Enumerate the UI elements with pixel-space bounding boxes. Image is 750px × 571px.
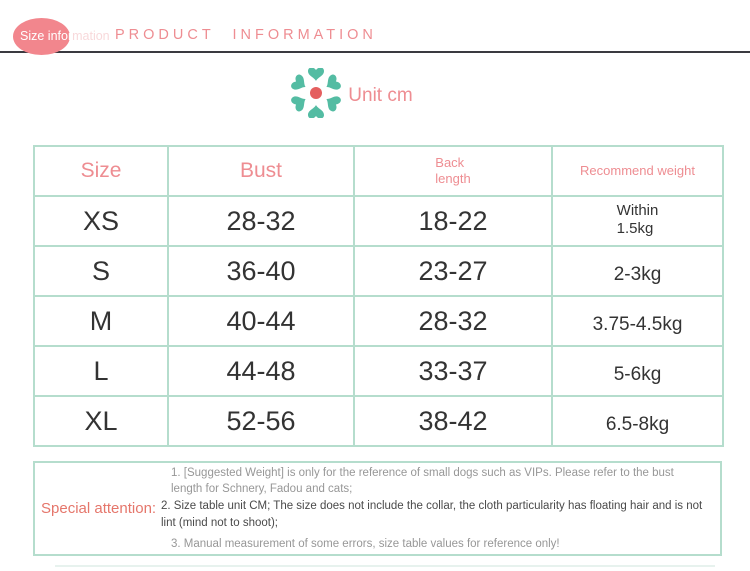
- size-cell: M: [33, 295, 169, 347]
- header-size: Size: [33, 145, 169, 197]
- bust-cell: 44-48: [167, 345, 355, 397]
- back-length-cell: 23-27: [353, 245, 553, 297]
- page-title: PRODUCT INFORMATION: [115, 27, 377, 43]
- table-row: XL 52-56 38-42 6.5-8kg: [33, 395, 724, 447]
- size-information-badge-label: Size information: [20, 29, 110, 43]
- badge-label-off: mation: [72, 29, 110, 43]
- header-divider: [0, 51, 750, 53]
- special-attention-box: Special attention: 1. [Suggested Weight]…: [33, 461, 722, 556]
- table-row: L 44-48 33-37 5-6kg: [33, 345, 724, 397]
- note-item: 3. Manual measurement of some errors, si…: [171, 537, 560, 550]
- bust-cell: 36-40: [167, 245, 355, 297]
- header-back-length-label: Back length: [435, 155, 471, 186]
- bust-cell: 40-44: [167, 295, 355, 347]
- notes-list: 1. [Suggested Weight] is only for the re…: [161, 465, 720, 551]
- back-length-cell: 38-42: [353, 395, 553, 447]
- badge-label-on: Size infor: [20, 29, 73, 43]
- bust-cell: 28-32: [167, 195, 355, 247]
- unit-label: Unit cm: [348, 84, 413, 106]
- back-length-cell: 33-37: [353, 345, 553, 397]
- special-attention-label: Special attention:: [41, 500, 157, 517]
- note-item: 1. [Suggested Weight] is only for the re…: [171, 467, 674, 496]
- header-recommend-weight: Recommend weight: [551, 145, 724, 197]
- weight-cell: Within 1.5kg: [551, 195, 724, 247]
- header-bust-label: Bust: [239, 159, 283, 183]
- header-size-label: Size: [80, 159, 122, 183]
- note-item: 2. Size table unit CM; The size does not…: [161, 500, 703, 529]
- size-cell: XL: [33, 395, 169, 447]
- size-table: Size Bust Back length Recommend weight X…: [33, 145, 724, 447]
- unit-row: Unit cm: [0, 67, 727, 123]
- size-information-badge: [13, 18, 70, 55]
- header-back-length: Back length: [353, 145, 553, 197]
- table-row: M 40-44 28-32 3.75-4.5kg: [33, 295, 724, 347]
- size-table-header-row: Size Bust Back length Recommend weight: [33, 145, 724, 197]
- header-bust: Bust: [167, 145, 355, 197]
- weight-cell: 5-6kg: [551, 345, 724, 397]
- weight-cell: 2-3kg: [551, 245, 724, 297]
- size-cell: XS: [33, 195, 169, 247]
- flower-icon: [291, 67, 342, 123]
- table-row: XS 28-32 18-22 Within 1.5kg: [33, 195, 724, 247]
- header-recommend-weight-label: Recommend weight: [580, 163, 695, 179]
- weight-cell: 6.5-8kg: [551, 395, 724, 447]
- bust-cell: 52-56: [167, 395, 355, 447]
- back-length-cell: 28-32: [353, 295, 553, 347]
- weight-cell: 3.75-4.5kg: [551, 295, 724, 347]
- size-cell: S: [33, 245, 169, 297]
- back-length-cell: 18-22: [353, 195, 553, 247]
- bottom-divider: [55, 565, 715, 567]
- size-cell: L: [33, 345, 169, 397]
- table-row: S 36-40 23-27 2-3kg: [33, 245, 724, 297]
